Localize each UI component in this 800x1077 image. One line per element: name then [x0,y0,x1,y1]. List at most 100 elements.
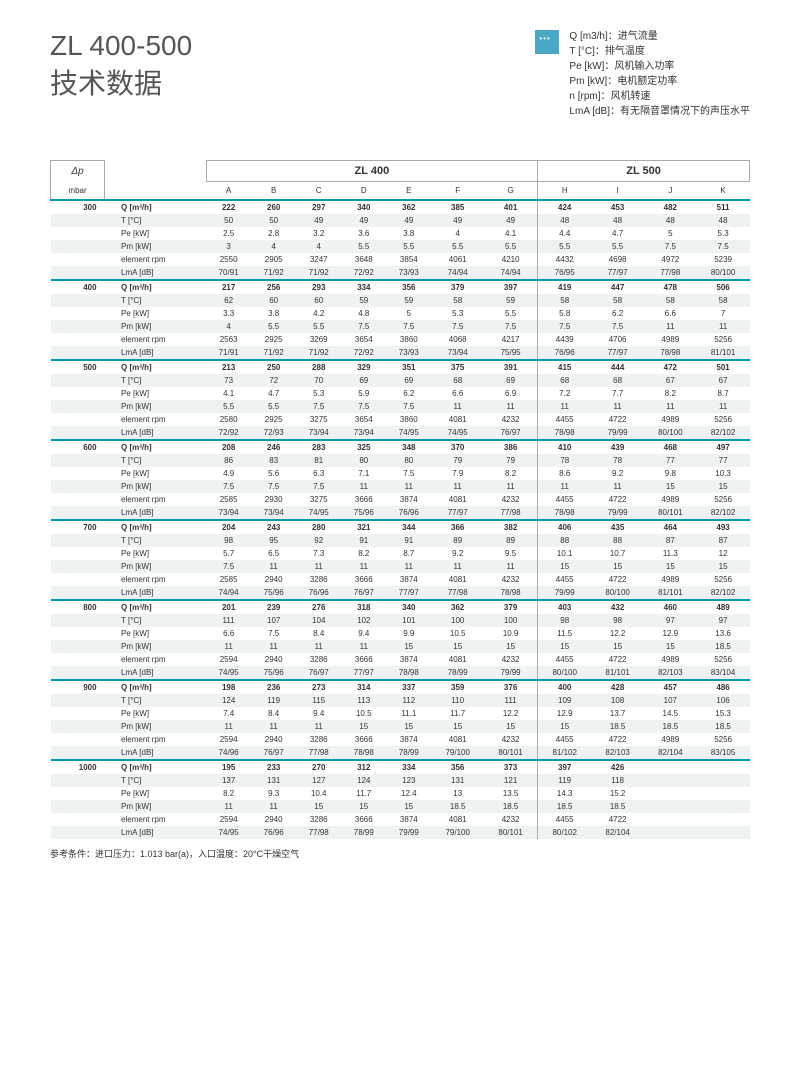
data-cell: 88 [591,534,644,547]
data-cell: 5.5 [386,240,431,253]
param-cell: Pm [kW] [117,240,206,253]
data-cell: 4.7 [251,387,296,400]
data-cell: 72/92 [341,266,386,280]
table-row: Pe [kW]4.14.75.35.96.26.66.97.27.78.28.7 [51,387,750,400]
data-cell: 11 [386,480,431,493]
data-cell: 74/94 [484,266,538,280]
data-cell: 73/93 [386,266,431,280]
data-cell [697,774,750,787]
data-cell: 10.5 [341,707,386,720]
data-cell: 78/98 [538,506,592,520]
mbar-cell [51,720,105,733]
data-cell: 107 [251,614,296,627]
mbar-cell [51,493,105,506]
table-row: Pe [kW]3.33.84.24.855.35.55.86.26.67 [51,307,750,320]
data-cell: 58 [538,294,592,307]
data-cell: 11 [341,640,386,653]
data-cell: 3.8 [251,307,296,320]
data-cell: 356 [431,760,484,774]
data-cell: 12.2 [484,707,538,720]
mbar-cell [51,694,105,707]
data-cell: 9.5 [484,547,538,560]
data-cell: 11 [251,800,296,813]
data-cell: 10.1 [538,547,592,560]
data-cell: 112 [386,694,431,707]
data-cell: 376 [484,680,538,694]
table-row: Pe [kW]6.67.58.49.49.910.510.911.512.212… [51,627,750,640]
data-cell: 497 [697,440,750,454]
data-cell: 7.5 [341,400,386,413]
data-cell: 14.3 [538,787,592,800]
data-cell [697,800,750,813]
data-cell: 124 [341,774,386,787]
data-cell: 11 [296,560,341,573]
mbar-cell [51,506,105,520]
data-cell: 3666 [341,573,386,586]
data-cell: 59 [484,294,538,307]
table-row: 600Q [m³/h]20824628332534837038641043946… [51,440,750,454]
data-cell: 75/95 [484,346,538,360]
table-row: 400Q [m³/h]21725629333435637939741944747… [51,280,750,294]
col-j: J [644,182,697,200]
data-cell: 2940 [251,653,296,666]
data-cell: 4722 [591,813,644,826]
data-cell: 78/98 [341,746,386,760]
data-cell: 48 [538,214,592,227]
data-cell: 115 [296,694,341,707]
data-cell: 4232 [484,413,538,426]
data-cell: 5256 [697,493,750,506]
data-cell: 81/101 [591,666,644,680]
data-cell: 11.7 [341,787,386,800]
data-cell: 97 [697,614,750,627]
data-cell: 7.5 [251,480,296,493]
data-cell: 11 [296,640,341,653]
data-cell: 121 [484,774,538,787]
data-cell: 4081 [431,413,484,426]
data-cell: 10.4 [296,787,341,800]
data-cell: 362 [386,200,431,214]
data-cell: 297 [296,200,341,214]
data-cell: 2550 [206,253,251,266]
data-cell: 71/91 [206,346,251,360]
data-cell: 76/97 [484,426,538,440]
data-cell: 2905 [251,253,296,266]
data-cell: 82/103 [644,666,697,680]
data-cell: 329 [341,360,386,374]
data-cell: 18.5 [644,720,697,733]
param-cell: Pe [kW] [117,467,206,480]
param-cell: Pm [kW] [117,800,206,813]
data-cell: 11 [431,480,484,493]
data-cell: 453 [591,200,644,214]
data-cell: 69 [341,374,386,387]
data-cell: 58 [644,294,697,307]
data-cell: 482 [644,200,697,214]
data-cell: 58 [697,294,750,307]
data-cell: 3.8 [386,227,431,240]
data-cell: 49 [341,214,386,227]
data-cell: 4 [251,240,296,253]
col-b: B [251,182,296,200]
data-cell: 91 [386,534,431,547]
data-cell: 428 [591,680,644,694]
data-cell [644,800,697,813]
data-cell: 119 [538,774,592,787]
data-cell [697,787,750,800]
param-cell: T [°C] [117,614,206,627]
mbar-cell [51,586,105,600]
data-cell: 5256 [697,573,750,586]
data-cell: 4989 [644,493,697,506]
data-cell: 334 [386,760,431,774]
data-cell: 4232 [484,733,538,746]
data-cell: 15 [484,640,538,653]
mbar-cell [51,413,105,426]
data-cell: 8.7 [697,387,750,400]
data-cell: 8.7 [386,547,431,560]
data-cell: 6.6 [431,387,484,400]
data-cell: 3.3 [206,307,251,320]
dp-unit: mbar [51,182,105,200]
data-cell: 3286 [296,813,341,826]
data-cell: 98 [538,614,592,627]
legend-line: Pe [kW]：风机输入功率 [569,60,750,73]
data-cell: 67 [644,374,697,387]
data-cell: 75/96 [251,586,296,600]
